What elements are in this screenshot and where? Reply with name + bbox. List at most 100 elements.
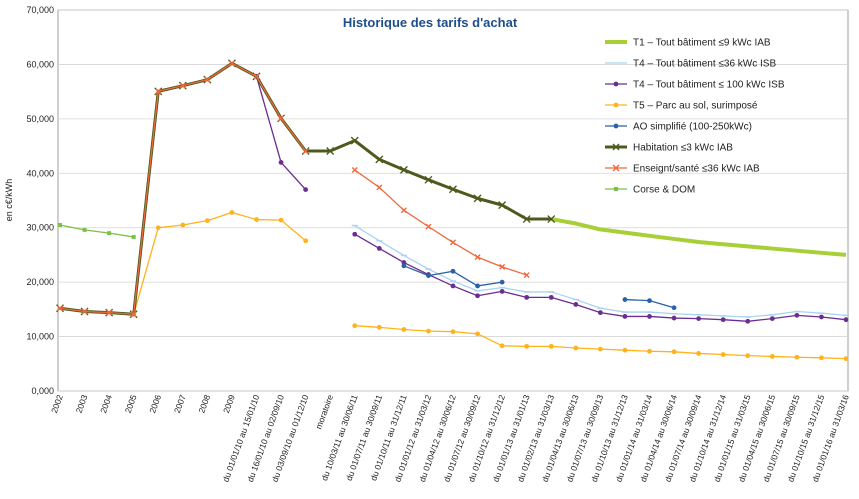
point	[155, 88, 162, 95]
point	[819, 355, 824, 361]
point	[179, 82, 186, 89]
point	[58, 222, 62, 227]
point	[622, 347, 628, 353]
point	[426, 328, 431, 334]
point	[499, 343, 505, 349]
point	[794, 312, 800, 318]
point	[351, 167, 358, 174]
point	[82, 227, 87, 232]
point	[475, 293, 480, 299]
point	[696, 316, 702, 322]
point	[622, 297, 628, 302]
x-tick-label: 2003	[74, 393, 90, 414]
point	[745, 318, 751, 324]
point	[819, 314, 824, 320]
point	[843, 356, 849, 362]
point	[229, 210, 235, 215]
point	[254, 217, 259, 222]
legend-marker	[614, 187, 618, 191]
point	[696, 351, 702, 356]
point	[303, 238, 309, 244]
point	[499, 279, 505, 285]
chart-title: Historique des tarifs d'achat	[343, 15, 518, 30]
point	[473, 194, 482, 203]
point	[106, 309, 113, 316]
series	[550, 217, 847, 257]
point	[228, 60, 235, 67]
point	[523, 272, 530, 279]
point	[769, 316, 775, 322]
y-tick-label: 30,000	[26, 223, 54, 233]
y-tick-label: 10,000	[26, 332, 54, 342]
point	[499, 288, 505, 294]
point	[352, 323, 358, 329]
point	[647, 348, 652, 354]
x-tick-label: 2004	[98, 393, 114, 414]
point	[303, 187, 309, 193]
point	[278, 160, 284, 165]
series	[351, 224, 849, 318]
point	[499, 263, 506, 270]
x-tick-label: 2007	[172, 393, 188, 414]
point	[204, 218, 210, 224]
legend-marker	[612, 143, 620, 151]
y-tick-label: 40,000	[26, 168, 54, 178]
y-axis-label: en c€/kWh	[4, 179, 14, 222]
series	[58, 222, 136, 239]
point	[647, 298, 652, 304]
y-tick-label: 20,000	[26, 277, 54, 287]
point	[130, 311, 137, 318]
point	[375, 155, 384, 164]
point	[180, 222, 186, 228]
series-line	[59, 224, 134, 238]
legend: T1 – Tout bâtiment ≤9 kWc IAB T4 – Tout b…	[605, 38, 785, 196]
point	[204, 76, 211, 83]
legend-label: T1 – Tout bâtiment ≤9 kWc IAB	[633, 38, 771, 49]
plot-area	[57, 9, 849, 392]
point	[376, 324, 382, 330]
point	[769, 354, 775, 359]
point	[253, 73, 260, 80]
point	[449, 185, 457, 194]
point	[475, 283, 480, 289]
point	[843, 317, 849, 323]
point	[475, 331, 480, 337]
point	[352, 231, 358, 237]
point	[155, 225, 161, 231]
point	[424, 175, 433, 184]
point	[720, 352, 726, 357]
point	[498, 201, 507, 210]
point	[794, 354, 800, 360]
legend-label: Enseignt/santé ≤36 kWc IAB	[633, 164, 760, 175]
series	[401, 263, 677, 311]
point	[524, 294, 530, 300]
legend-label: Habitation ≤3 kWc IAB	[633, 143, 733, 154]
point	[671, 349, 677, 355]
point	[376, 245, 382, 251]
point	[597, 310, 603, 316]
point	[450, 329, 456, 335]
point	[450, 268, 456, 274]
point	[647, 314, 652, 319]
point	[450, 239, 456, 246]
point	[548, 343, 554, 349]
legend-label: Corse & DOM	[633, 185, 695, 196]
point	[131, 234, 136, 239]
legend-marker	[613, 123, 619, 129]
point	[401, 263, 407, 269]
point	[622, 314, 628, 319]
point	[524, 343, 530, 349]
legend-label: T4 – Tout bâtiment ≤ 100 kWc ISB	[633, 80, 785, 91]
point	[573, 302, 579, 307]
point	[401, 327, 407, 332]
point	[107, 231, 112, 236]
point	[720, 317, 726, 323]
point	[350, 136, 359, 145]
point	[278, 217, 284, 223]
series	[131, 210, 849, 362]
legend-marker	[613, 102, 619, 108]
point	[548, 294, 554, 300]
y-tick-label: 70,000	[26, 5, 54, 15]
x-tick-label: 2005	[123, 393, 139, 414]
